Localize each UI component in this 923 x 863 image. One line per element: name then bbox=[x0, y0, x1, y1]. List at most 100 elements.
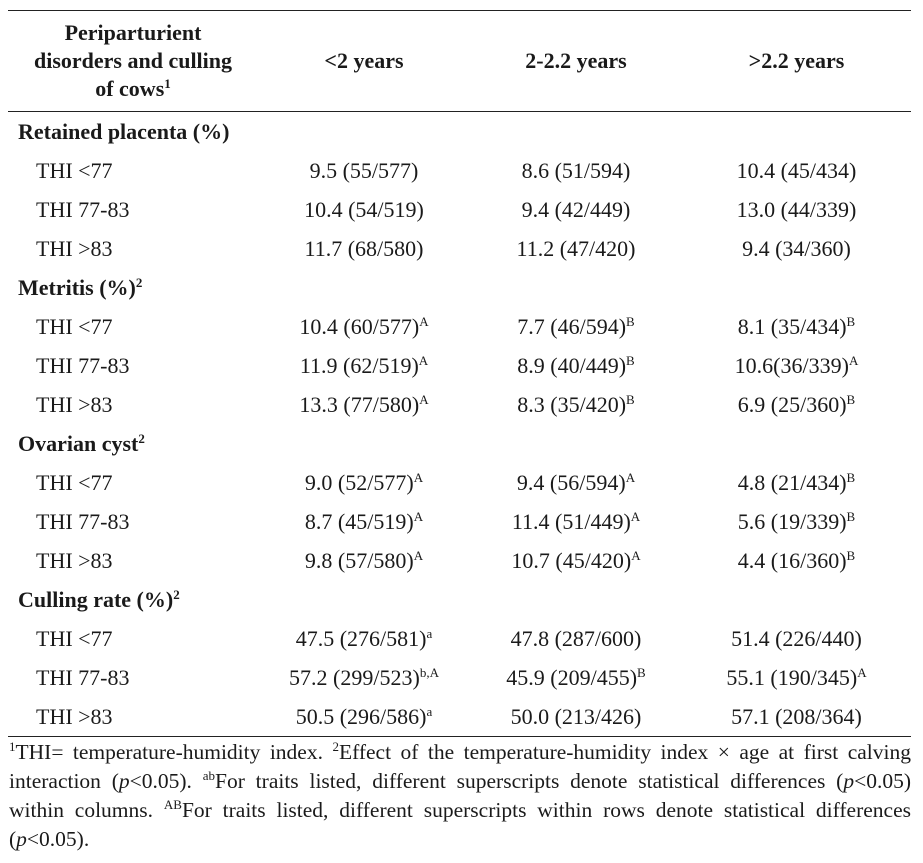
table-row: THI 77-83 10.4 (54/519) 9.4 (42/449) 13.0 (… bbox=[8, 190, 911, 229]
table-cell: 11.2 (47/420) bbox=[470, 229, 682, 268]
cell-value: 9.4 (34/360) bbox=[742, 235, 851, 261]
table-row: THI >83 13.3 (77/580)A 8.3 (35/420)B 6.9 (2… bbox=[8, 385, 911, 424]
cell-value: 8.9 (40/449) bbox=[517, 352, 627, 378]
footnote-1: THI= temperature-humidity index. bbox=[15, 740, 333, 764]
header-under-2-years: <2 years bbox=[258, 10, 470, 112]
cell-value: 13.0 (44/339) bbox=[736, 196, 857, 222]
cell-superscript: B bbox=[846, 313, 856, 329]
cell-superscript: b,A bbox=[419, 664, 439, 680]
table-cell: 9.8 (57/580)A bbox=[258, 541, 470, 580]
data-table: Periparturient disorders and culling of … bbox=[8, 10, 911, 737]
table-cell: 8.7 (45/519)A bbox=[258, 502, 470, 541]
cell-value: 10.4 (60/577) bbox=[299, 313, 420, 339]
cell-value: 4.4 (16/360) bbox=[737, 547, 847, 573]
row-label: THI <77 bbox=[36, 469, 113, 495]
cell-value: 11.2 (47/420) bbox=[516, 235, 636, 261]
table-cell: 50.0 (213/426) bbox=[470, 697, 682, 737]
table-cell: 9.4 (42/449) bbox=[470, 190, 682, 229]
section-header-row: Culling rate (%)2 bbox=[8, 580, 911, 619]
table-cell: 4.4 (16/360)B bbox=[682, 541, 911, 580]
header-footnote-mark: 1 bbox=[164, 76, 171, 91]
table-cell: 4.8 (21/434)B bbox=[682, 463, 911, 502]
cell-value: 9.0 (52/577) bbox=[304, 469, 414, 495]
section-title: Metritis (%)2 bbox=[8, 268, 911, 307]
header-line-1: Periparturient bbox=[64, 20, 202, 45]
table-cell: 10.4 (45/434) bbox=[682, 151, 911, 190]
cell-value: 45.9 (209/455) bbox=[506, 664, 638, 690]
cell-superscript: A bbox=[418, 352, 429, 368]
header-disorders: Periparturient disorders and culling of … bbox=[8, 10, 258, 112]
cell-value: 8.7 (45/519) bbox=[304, 508, 414, 534]
footnote-mark-2: 2 bbox=[332, 739, 339, 754]
cell-value: 47.8 (287/600) bbox=[510, 625, 642, 651]
header-line-2: disorders and culling bbox=[33, 48, 233, 73]
cell-superscript: A bbox=[857, 664, 867, 680]
row-label: THI 77-83 bbox=[36, 196, 130, 222]
table-row: THI <77 10.4 (60/577)A 7.7 (46/594)B 8.1 (3… bbox=[8, 307, 911, 346]
header-over-2-2-years: >2.2 years bbox=[682, 10, 911, 112]
section-header-row: Retained placenta (%) bbox=[8, 112, 911, 152]
cell-value: 4.8 (21/434) bbox=[737, 469, 847, 495]
cell-superscript: B bbox=[846, 391, 856, 407]
cell-superscript: A bbox=[625, 469, 636, 485]
header-2-to-2-2-years: 2-2.2 years bbox=[470, 10, 682, 112]
cell-value: 8.3 (35/420) bbox=[517, 391, 627, 417]
row-label: THI <77 bbox=[36, 313, 113, 339]
footnote-mark-ab: ab bbox=[202, 768, 216, 783]
table-cell: 8.6 (51/594) bbox=[470, 151, 682, 190]
table-cell: 8.1 (35/434)B bbox=[682, 307, 911, 346]
table-cell: 47.5 (276/581)a bbox=[258, 619, 470, 658]
table-cell: 9.5 (55/577) bbox=[258, 151, 470, 190]
table-row: THI <77 9.0 (52/577)A 9.4 (56/594)A 4.8 (21… bbox=[8, 463, 911, 502]
section-title-text: Retained placenta (%) bbox=[18, 118, 230, 144]
table-cell: 10.7 (45/420)A bbox=[470, 541, 682, 580]
cell-superscript: A bbox=[413, 469, 424, 485]
p-symbol: p bbox=[16, 827, 27, 851]
row-label: THI <77 bbox=[36, 625, 113, 651]
cell-superscript: B bbox=[626, 313, 635, 329]
p-symbol: p bbox=[118, 769, 130, 793]
footnote-3b: <0.05) within columns. bbox=[9, 769, 911, 822]
table-cell: 45.9 (209/455)B bbox=[470, 658, 682, 697]
row-label: THI >83 bbox=[36, 547, 113, 573]
table-footnote: 1THI= temperature-humidity index. 2Effec… bbox=[8, 738, 911, 854]
cell-value: 57.2 (299/523) bbox=[289, 664, 420, 690]
table-cell: 11.7 (68/580) bbox=[258, 229, 470, 268]
cell-superscript: B bbox=[626, 352, 635, 368]
cell-value: 10.4 (45/434) bbox=[736, 157, 857, 183]
cell-superscript: B bbox=[846, 469, 856, 485]
table-body: Retained placenta (%) THI <77 9.5 (55/577)… bbox=[8, 112, 911, 737]
section-footnote-mark: 2 bbox=[173, 586, 180, 602]
table-cell: 6.9 (25/360)B bbox=[682, 385, 911, 424]
cell-superscript: A bbox=[413, 508, 424, 524]
footnote-4a: For traits listed, different superscript… bbox=[9, 798, 912, 851]
cell-superscript: B bbox=[846, 547, 856, 563]
row-label: THI >83 bbox=[36, 391, 113, 417]
cell-value: 8.1 (35/434) bbox=[737, 313, 847, 339]
row-label: THI <77 bbox=[36, 157, 113, 183]
table-container: Periparturient disorders and culling of … bbox=[8, 10, 911, 854]
section-title-text: Ovarian cyst bbox=[18, 430, 139, 456]
p-symbol: p bbox=[843, 769, 855, 793]
cell-superscript: B bbox=[846, 508, 856, 524]
table-cell: 8.9 (40/449)B bbox=[470, 346, 682, 385]
table-cell: 55.1 (190/345)A bbox=[682, 658, 911, 697]
row-label: THI >83 bbox=[36, 235, 113, 261]
cell-superscript: A bbox=[630, 508, 641, 524]
section-title: Retained placenta (%) bbox=[8, 112, 911, 152]
header-line-3: of cows bbox=[95, 76, 165, 101]
header-row: Periparturient disorders and culling of … bbox=[8, 10, 911, 112]
row-label: THI 77-83 bbox=[36, 352, 130, 378]
table-cell: 13.0 (44/339) bbox=[682, 190, 911, 229]
cell-value: 9.8 (57/580) bbox=[304, 547, 414, 573]
section-title: Culling rate (%)2 bbox=[8, 580, 911, 619]
table-cell: 8.3 (35/420)B bbox=[470, 385, 682, 424]
table-row: THI 77-83 8.7 (45/519)A 11.4 (51/449)A 5.6 … bbox=[8, 502, 911, 541]
cell-superscript: A bbox=[413, 547, 424, 563]
cell-value: 50.5 (296/586) bbox=[295, 703, 427, 729]
cell-value: 13.3 (77/580) bbox=[299, 391, 420, 417]
table-cell: 13.3 (77/580)A bbox=[258, 385, 470, 424]
footnote-mark-1: 1 bbox=[9, 739, 16, 754]
table-cell: 10.6(36/339)A bbox=[682, 346, 911, 385]
table-cell: 57.1 (208/364) bbox=[682, 697, 911, 737]
